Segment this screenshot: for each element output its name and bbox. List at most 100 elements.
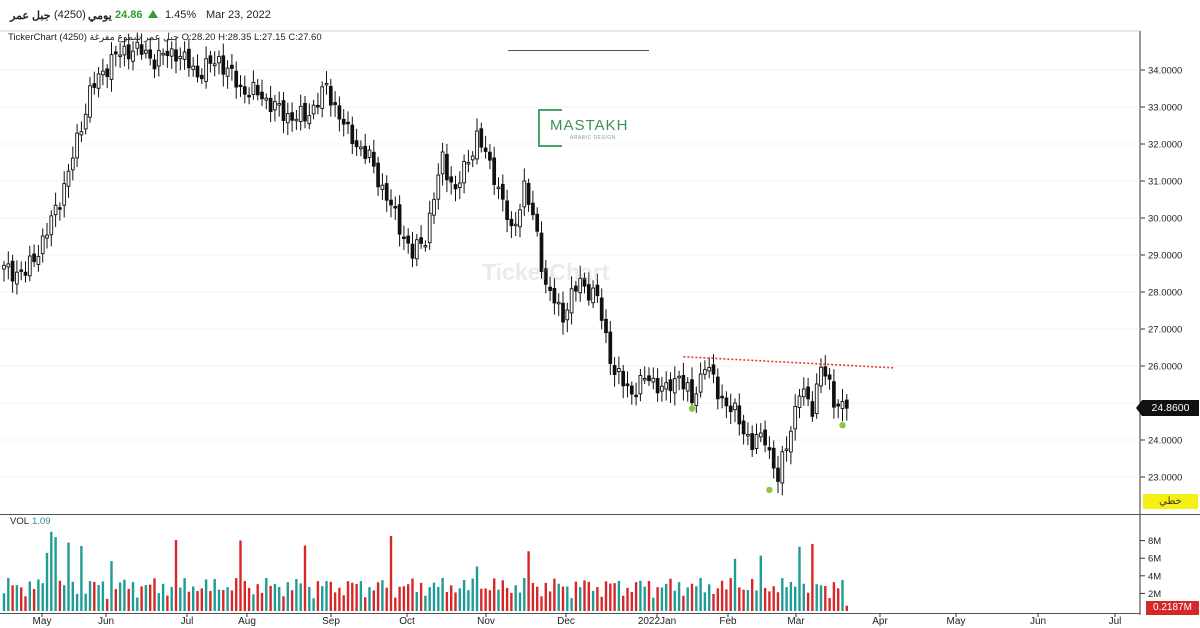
volume-bar: [364, 597, 367, 611]
candle-body: [260, 91, 264, 100]
volume-bar: [505, 587, 509, 611]
candle-body: [333, 102, 337, 106]
candle-body: [449, 176, 454, 183]
candle-body: [135, 41, 140, 49]
candle-body: [750, 433, 755, 450]
price-tick-label: 24.0000: [1148, 436, 1182, 447]
candle-body: [247, 94, 251, 98]
candle-body: [36, 255, 41, 265]
volume-bar: [75, 593, 79, 611]
volume-bar: [613, 583, 616, 611]
month-label: May: [33, 616, 52, 627]
candle-body: [294, 118, 299, 122]
candle-body: [152, 59, 157, 70]
volume-bar: [587, 581, 590, 611]
candle-body: [255, 84, 260, 96]
volume-bar: [617, 580, 621, 611]
candle-body: [793, 406, 798, 430]
volume-bar: [428, 587, 431, 611]
volume-bar: [622, 595, 625, 611]
volume-bar: [471, 578, 474, 611]
candle-body: [380, 184, 385, 190]
candle-body: [393, 206, 398, 209]
volume-bar: [157, 593, 160, 611]
volume-bar: [359, 581, 363, 611]
volume-bar: [523, 578, 526, 611]
volume-bar: [161, 583, 165, 611]
volume-bar: [467, 590, 470, 611]
price-tick-label: 27.0000: [1148, 325, 1182, 336]
volume-tick-label: 8M: [1148, 536, 1161, 547]
header-date: Mar 23, 2022: [206, 9, 271, 21]
candle-body: [638, 375, 643, 395]
volume-bar: [682, 595, 685, 611]
candle-body: [445, 153, 449, 181]
volume-bar: [235, 578, 238, 611]
candle-body: [758, 432, 763, 438]
volume-bar: [768, 591, 771, 611]
volume-bar: [97, 584, 100, 611]
candle-body: [217, 55, 221, 64]
volume-bar: [351, 582, 354, 611]
volume-bar: [256, 584, 259, 611]
linear-scale-button[interactable]: خطي: [1143, 494, 1198, 509]
candle-body: [492, 157, 497, 186]
candle-body: [836, 403, 841, 407]
candle-body: [268, 97, 273, 113]
candle-body: [144, 49, 148, 54]
month-label: May: [947, 616, 966, 627]
volume-bar: [837, 588, 840, 611]
volume-bar: [411, 578, 414, 611]
volume-bar: [333, 592, 337, 611]
candle-body: [58, 207, 62, 210]
candle-body: [298, 105, 303, 122]
volume-bar: [209, 590, 212, 611]
candle-body: [475, 130, 479, 160]
candle-body: [15, 271, 19, 285]
candle-body: [556, 301, 561, 305]
volume-bar: [321, 586, 324, 611]
candle-body: [543, 268, 548, 285]
candle-body: [79, 131, 84, 136]
period-label[interactable]: يومي: [88, 10, 112, 22]
candle-body: [694, 393, 699, 406]
candle-body: [346, 121, 350, 125]
candle-body: [96, 73, 101, 89]
candle-body: [668, 379, 673, 392]
candle-body: [126, 44, 131, 60]
last-price: 24.86: [115, 9, 143, 21]
candle-body: [720, 395, 724, 399]
candle-body: [225, 67, 230, 77]
volume-bar: [574, 581, 578, 611]
candle-body: [470, 155, 475, 161]
candle-body: [844, 399, 849, 409]
candle-body: [707, 367, 712, 372]
candle-body: [810, 401, 815, 417]
candle-body: [402, 236, 406, 240]
volume-bar: [415, 591, 418, 611]
candle-body: [496, 186, 501, 190]
volume-bar: [381, 580, 384, 611]
volume-bar: [660, 587, 664, 611]
volume-bar: [50, 531, 53, 611]
month-label: Jul: [1109, 616, 1122, 627]
symbol-name: جبل عمر: [10, 10, 51, 22]
candle-body: [320, 86, 325, 109]
candle-body: [789, 430, 793, 453]
candle-body: [539, 232, 544, 272]
candle-body: [513, 223, 518, 227]
candle-body: [518, 209, 522, 228]
month-label: Oct: [399, 616, 415, 627]
volume-bar: [316, 581, 320, 611]
volume-bar: [114, 589, 117, 611]
candle-body: [681, 375, 686, 390]
month-label: Apr: [872, 616, 888, 627]
candle-body: [737, 405, 742, 425]
candle-body: [6, 263, 11, 268]
volume-bar: [24, 596, 27, 611]
volume-bar: [127, 588, 130, 611]
volume-bar: [763, 587, 767, 611]
volume-bar: [665, 583, 668, 611]
volume-bar: [493, 578, 496, 611]
